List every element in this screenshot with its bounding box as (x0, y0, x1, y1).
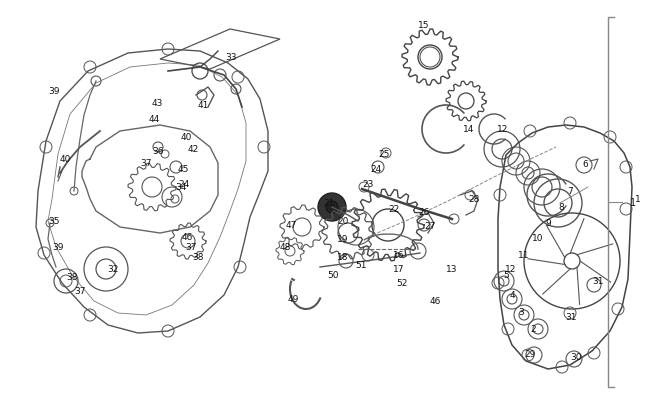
Text: 9: 9 (545, 219, 551, 228)
Text: 21: 21 (323, 199, 334, 208)
Text: 25: 25 (378, 150, 389, 159)
Text: 20: 20 (337, 217, 348, 226)
Text: 19: 19 (337, 235, 348, 244)
Text: 33: 33 (225, 53, 237, 62)
Text: 6: 6 (582, 160, 588, 169)
Text: 8: 8 (558, 203, 564, 212)
Text: 10: 10 (532, 234, 543, 243)
Text: 7: 7 (567, 187, 573, 196)
Text: 38: 38 (66, 273, 77, 282)
Text: 38: 38 (192, 253, 203, 262)
Text: 26: 26 (418, 208, 430, 217)
Text: 18: 18 (337, 253, 348, 262)
Text: 5: 5 (503, 271, 509, 280)
Text: 1: 1 (635, 195, 641, 204)
Text: 14: 14 (463, 125, 474, 134)
Text: 2: 2 (530, 325, 536, 334)
Circle shape (318, 194, 346, 222)
Text: 24: 24 (370, 165, 382, 174)
Text: 23: 23 (362, 180, 373, 189)
Text: 42: 42 (188, 145, 200, 154)
Text: 36: 36 (152, 147, 164, 156)
Text: 1: 1 (630, 198, 636, 207)
Text: 30: 30 (570, 353, 582, 362)
Text: 13: 13 (446, 265, 458, 274)
Text: 22: 22 (388, 205, 399, 214)
Text: 32: 32 (107, 265, 118, 274)
Text: 16: 16 (393, 250, 404, 259)
Text: 37: 37 (74, 287, 86, 296)
Text: 12: 12 (497, 125, 508, 134)
Text: 34: 34 (175, 183, 187, 192)
Text: 15: 15 (418, 21, 430, 30)
Text: 43: 43 (152, 99, 163, 108)
Text: 49: 49 (288, 295, 300, 304)
Text: 45: 45 (178, 165, 189, 174)
Text: 3: 3 (518, 308, 524, 317)
Text: 29: 29 (524, 350, 536, 358)
Text: 11: 11 (518, 250, 530, 259)
Text: 40: 40 (181, 133, 192, 142)
Text: 40: 40 (60, 155, 72, 164)
Text: 31: 31 (565, 313, 577, 322)
Text: 37: 37 (140, 159, 151, 168)
Circle shape (326, 202, 338, 213)
Text: 37: 37 (185, 243, 196, 252)
Text: 24: 24 (178, 180, 189, 189)
Text: 39: 39 (52, 243, 64, 252)
Text: 35: 35 (48, 217, 60, 226)
Text: 39: 39 (48, 87, 60, 96)
Text: 17: 17 (393, 265, 404, 274)
Text: 47: 47 (286, 221, 298, 230)
Text: 52: 52 (396, 279, 408, 288)
Text: 41: 41 (198, 101, 209, 110)
Text: 46: 46 (430, 297, 441, 306)
Text: 51: 51 (355, 261, 367, 270)
Text: 46: 46 (182, 233, 194, 242)
Text: 12: 12 (505, 265, 516, 274)
Text: 4: 4 (510, 291, 515, 300)
Text: 50: 50 (327, 271, 339, 280)
Text: 44: 44 (149, 115, 161, 124)
Text: 28: 28 (468, 195, 480, 204)
Text: 27: 27 (424, 222, 436, 231)
Text: 48: 48 (280, 243, 291, 252)
Text: 31: 31 (592, 277, 603, 286)
